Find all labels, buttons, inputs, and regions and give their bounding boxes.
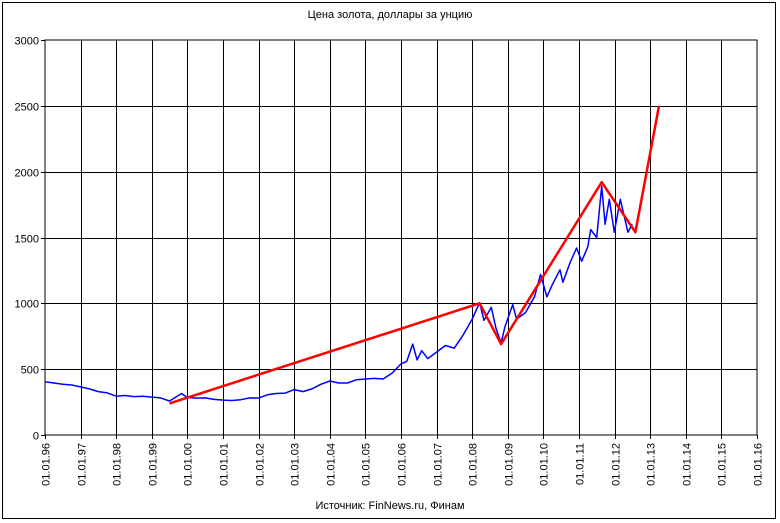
x-tick-label: 01.01.16: [753, 443, 765, 486]
y-tick-label: 3000: [15, 36, 39, 48]
x-tick-label: 01.01.06: [397, 443, 409, 486]
chart-title: Цена золота, доллары за унцию: [307, 9, 473, 21]
x-tick-label: 01.01.09: [504, 443, 516, 486]
x-tick-label: 01.01.00: [183, 443, 195, 486]
x-tick-label: 01.01.01: [219, 443, 231, 486]
x-tick-label: 01.01.96: [41, 443, 53, 486]
x-tick-label: 01.01.12: [611, 443, 623, 486]
x-tick-label: 01.01.04: [326, 443, 338, 486]
x-tick-label: 01.01.07: [433, 443, 445, 486]
gold-price-line: [44, 185, 633, 402]
x-tick-label: 01.01.98: [112, 443, 124, 486]
y-tick-label: 2500: [15, 102, 39, 114]
y-tick-label: 1000: [15, 299, 39, 311]
y-tick-label: 500: [21, 365, 39, 377]
x-tick-label: 01.01.08: [468, 443, 480, 486]
y-tick-label: 1500: [15, 234, 39, 246]
x-tick-label: 01.01.97: [77, 443, 89, 486]
x-tick-label: 01.01.02: [255, 443, 267, 486]
x-tick-label: 01.01.05: [361, 443, 373, 486]
x-tick-label: 01.01.99: [148, 443, 160, 486]
x-tick-label: 01.01.11: [575, 443, 587, 485]
y-tick-label: 0: [33, 431, 39, 443]
x-tick-label: 01.01.14: [682, 443, 694, 486]
trend-line: [169, 105, 661, 405]
x-tick-label: 01.01.03: [290, 443, 302, 486]
x-tick-label: 01.01.15: [717, 443, 729, 486]
y-tick-label: 2000: [15, 168, 39, 180]
x-tick-label: 01.01.13: [646, 443, 658, 486]
x-tick-label: 01.01.10: [539, 443, 551, 486]
source-note: Источник: FinNews.ru, Финам: [315, 500, 465, 512]
